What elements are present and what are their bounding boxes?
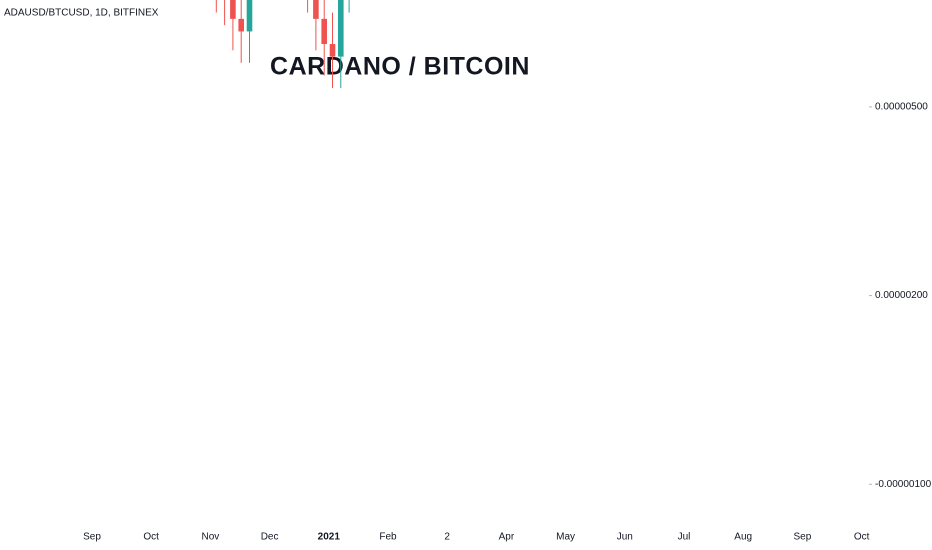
x-tick-label: Feb [379,532,397,543]
x-tick-label: Oct [854,532,870,543]
candle-body [313,0,319,19]
x-tick-label: Sep [794,532,812,543]
y-tick-label: -0.00000100 [875,479,932,490]
chart-header: ADAUSD/BTCUSD, 1D, BITFINEX [4,8,159,19]
candle-body [230,0,236,19]
chart-title: CARDANO / BITCOIN [270,53,530,81]
candle-body [321,18,327,45]
x-tick-label: Oct [143,532,159,543]
x-tick-label: Dec [261,532,279,543]
candle-body [338,0,344,57]
x-tick-label: Sep [83,532,101,543]
candle-body [329,44,336,57]
x-tick-label: Nov [202,532,220,543]
x-tick-label: 2 [444,532,450,543]
x-tick-label: Jun [617,532,633,543]
x-tick-label: 2021 [318,532,341,543]
x-tick-label: Aug [734,532,752,543]
candle-body [238,18,244,32]
x-tick-label: Jul [678,532,691,543]
x-tick-label: Apr [499,532,515,543]
y-tick-label: 0.00000200 [875,290,928,301]
x-tick-label: May [556,532,575,543]
candle-body [246,0,253,32]
y-tick-label: 0.00000500 [875,102,928,113]
